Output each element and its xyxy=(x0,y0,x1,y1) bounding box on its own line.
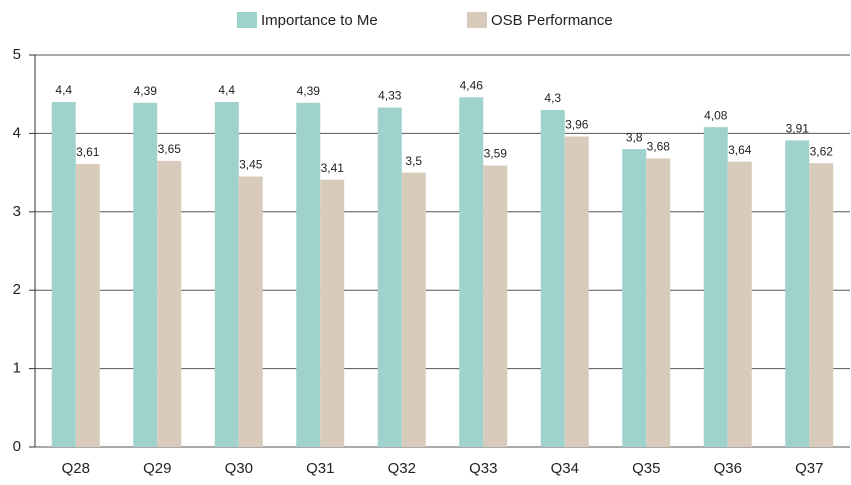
data-label: 4,4 xyxy=(55,83,72,97)
bar xyxy=(238,176,263,447)
bar xyxy=(296,102,321,447)
y-tick-label: 3 xyxy=(13,203,21,220)
data-label: 3,62 xyxy=(810,144,834,158)
y-tick-label: 2 xyxy=(13,281,21,298)
x-tick-label: Q28 xyxy=(62,460,90,477)
data-label: 3,68 xyxy=(647,140,671,154)
bar xyxy=(320,179,345,447)
bar xyxy=(483,165,508,447)
x-tick-label: Q29 xyxy=(143,460,171,477)
data-label: 3,59 xyxy=(484,147,508,161)
data-label: 3,5 xyxy=(405,154,422,168)
legend-swatch xyxy=(237,12,257,28)
x-tick-label: Q35 xyxy=(632,460,660,477)
legend-swatch xyxy=(467,12,487,28)
x-tick-label: Q32 xyxy=(388,460,416,477)
bar xyxy=(622,149,647,447)
data-label: 4,08 xyxy=(704,108,728,122)
data-label: 3,45 xyxy=(239,158,263,172)
bar xyxy=(214,102,239,447)
x-tick-label: Q31 xyxy=(306,460,334,477)
data-label: 4,39 xyxy=(297,84,321,98)
y-tick-label: 5 xyxy=(13,46,21,63)
x-tick-label: Q30 xyxy=(225,460,253,477)
y-tick-label: 0 xyxy=(13,438,21,455)
bar xyxy=(133,102,158,447)
data-label: 3,65 xyxy=(158,142,182,156)
bar xyxy=(785,140,810,447)
data-label: 3,91 xyxy=(786,122,810,136)
bar xyxy=(75,163,100,447)
bar xyxy=(401,172,426,447)
bar xyxy=(703,127,728,448)
data-label: 4,3 xyxy=(544,91,561,105)
data-label: 4,39 xyxy=(134,84,158,98)
bar xyxy=(51,102,76,447)
bar xyxy=(727,161,752,447)
x-tick-label: Q37 xyxy=(795,460,823,477)
bar xyxy=(540,109,565,447)
x-tick-label: Q36 xyxy=(714,460,742,477)
y-tick-label: 4 xyxy=(13,124,21,141)
data-label: 4,46 xyxy=(460,79,484,93)
data-label: 4,33 xyxy=(378,89,402,103)
x-tick-label: Q33 xyxy=(469,460,497,477)
bar xyxy=(459,97,484,447)
bar xyxy=(564,136,589,447)
y-tick-label: 1 xyxy=(13,360,21,377)
data-label: 3,41 xyxy=(321,161,345,175)
data-label: 3,64 xyxy=(728,143,752,157)
legend-label: Importance to Me xyxy=(261,12,378,29)
data-label: 3,96 xyxy=(565,118,589,132)
bar xyxy=(157,160,182,447)
data-label: 4,4 xyxy=(218,83,235,97)
bar xyxy=(377,107,402,447)
x-tick-label: Q34 xyxy=(551,460,579,477)
data-label: 3,61 xyxy=(76,145,100,159)
legend-label: OSB Performance xyxy=(491,12,613,29)
bar xyxy=(646,158,671,447)
data-label: 3,8 xyxy=(626,130,643,144)
bar xyxy=(809,163,834,447)
